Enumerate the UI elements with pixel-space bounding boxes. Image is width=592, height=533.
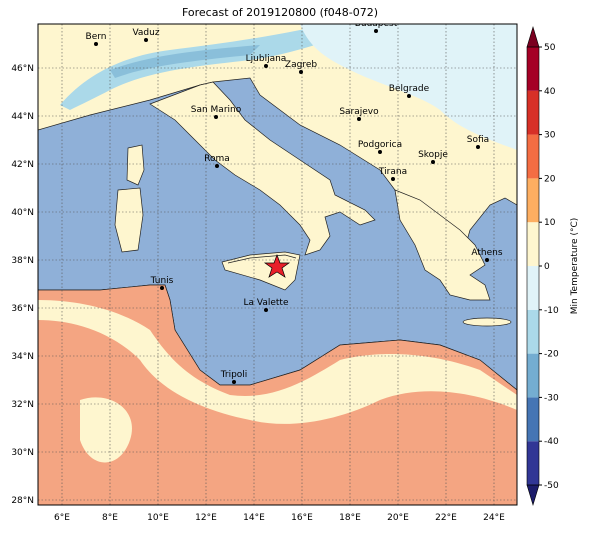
city-dot [485,258,489,262]
lon-tick-label: 14°E [243,513,265,523]
city-dot [144,38,148,42]
colorbar-segment [527,47,539,91]
colorbar-segment [527,397,539,442]
city-label: Podgorica [358,140,402,150]
lon-tick-label: 20°E [387,513,409,523]
city-dot [214,115,218,119]
lat-tick-label: 46°N [11,64,34,74]
colorbar-tick-label: -30 [544,393,559,403]
city-label: Roma [204,154,230,164]
city-dot [378,150,382,154]
colorbar-segment [527,266,539,310]
title: Forecast of 2019120800 (f048-072) [182,6,378,19]
lat-tick-label: 32°N [11,400,34,410]
lat-tick-label: 42°N [11,160,34,170]
lon-tick-label: 24°E [483,513,505,523]
greece [394,189,491,301]
city-label: Tunis [150,276,174,286]
colorbar-segment [527,134,539,179]
warm-coastal-strip [38,300,517,424]
event-star [263,254,291,278]
sicily [221,251,301,291]
city-dot [264,308,268,312]
lat-tick-label: 28°N [11,496,34,506]
lat-tick-label: 36°N [11,304,34,314]
city-label: Budapest [355,19,398,29]
coast-warm [227,254,297,264]
colorbar-tick-label: 40 [544,87,556,97]
cold-balkans [300,24,517,150]
axes: 6°E 8°E 10°E 12°E 14°E 16°E 18°E 20°E 22°E 24°E 28… [11,64,505,523]
colorbar-segment [527,353,539,398]
colorbar-segment [527,178,539,223]
city-label: Tripoli [220,370,248,380]
colorbar-segment [527,90,539,135]
city-label: Zagreb [285,60,317,70]
colorbar-tick-label: 0 [544,262,550,272]
lat-tick-label: 44°N [11,112,34,122]
colorbar-extend-under [526,484,540,507]
city-label: Skopje [418,150,448,160]
lon-tick-label: 6°E [54,513,70,523]
colorbar-tick-label: 30 [544,131,556,141]
city-label: Tirana [378,167,407,177]
colorbar-tick-label: 10 [544,218,556,228]
colorbar-tick-label: -40 [544,437,559,447]
colorbar-tick-label: 20 [544,174,556,184]
city-dot [94,42,98,46]
colorbar-segment [527,441,539,485]
city-label: Sarajevo [339,107,379,117]
city-dot [374,29,378,33]
lon-tick-label: 18°E [339,513,361,523]
city-label: Sofia [467,135,489,145]
colorbar-label: Min Temperature (°C) [570,218,580,315]
lon-tick-label: 22°E [435,513,457,523]
colorbar-tick-label: -50 [544,481,559,491]
city-label: Athens [471,248,502,258]
city-dot [264,64,268,68]
lat-tick-label: 34°N [11,352,34,362]
lon-tick-label: 10°E [147,513,169,523]
colorbar-segment [527,309,539,354]
city-dot [407,94,411,98]
colorbar-segment [527,222,539,266]
lat-tick-label: 40°N [11,208,34,218]
lon-tick-label: 12°E [195,513,217,523]
lon-tick-label: 16°E [291,513,313,523]
warm-patch [80,397,132,463]
city-label: La Valette [244,298,289,308]
city-dot [476,145,480,149]
city-label: Bern [86,32,107,42]
city-dot [357,117,361,121]
city-label: Belgrade [389,84,430,94]
city-dot [232,380,236,384]
colorbar: -50 -40 -30 -20 -10 0 10 20 30 40 50 [526,25,559,507]
city-dot [160,286,164,290]
city-dot [299,70,303,74]
city-dot [431,160,435,164]
city-label: San Marino [191,105,242,115]
cold-alps [60,24,380,110]
lon-tick-label: 8°E [102,513,118,523]
city-label: Vaduz [132,28,159,38]
city-dot [391,177,395,181]
cold-core [110,45,260,78]
colorbar-tick-label: 50 [544,43,556,53]
lat-tick-label: 38°N [11,256,34,266]
city-dot [215,164,219,168]
colorbar-tick-label: -10 [544,306,559,316]
corsica [126,144,145,186]
crete [462,317,512,327]
city-label: Ljubljana [246,54,287,64]
sardinia [114,187,144,253]
map-frame [37,23,518,506]
colorbar-extend-over [526,25,540,48]
colorbar-tick-label: -20 [544,350,559,360]
lat-tick-label: 30°N [11,448,34,458]
